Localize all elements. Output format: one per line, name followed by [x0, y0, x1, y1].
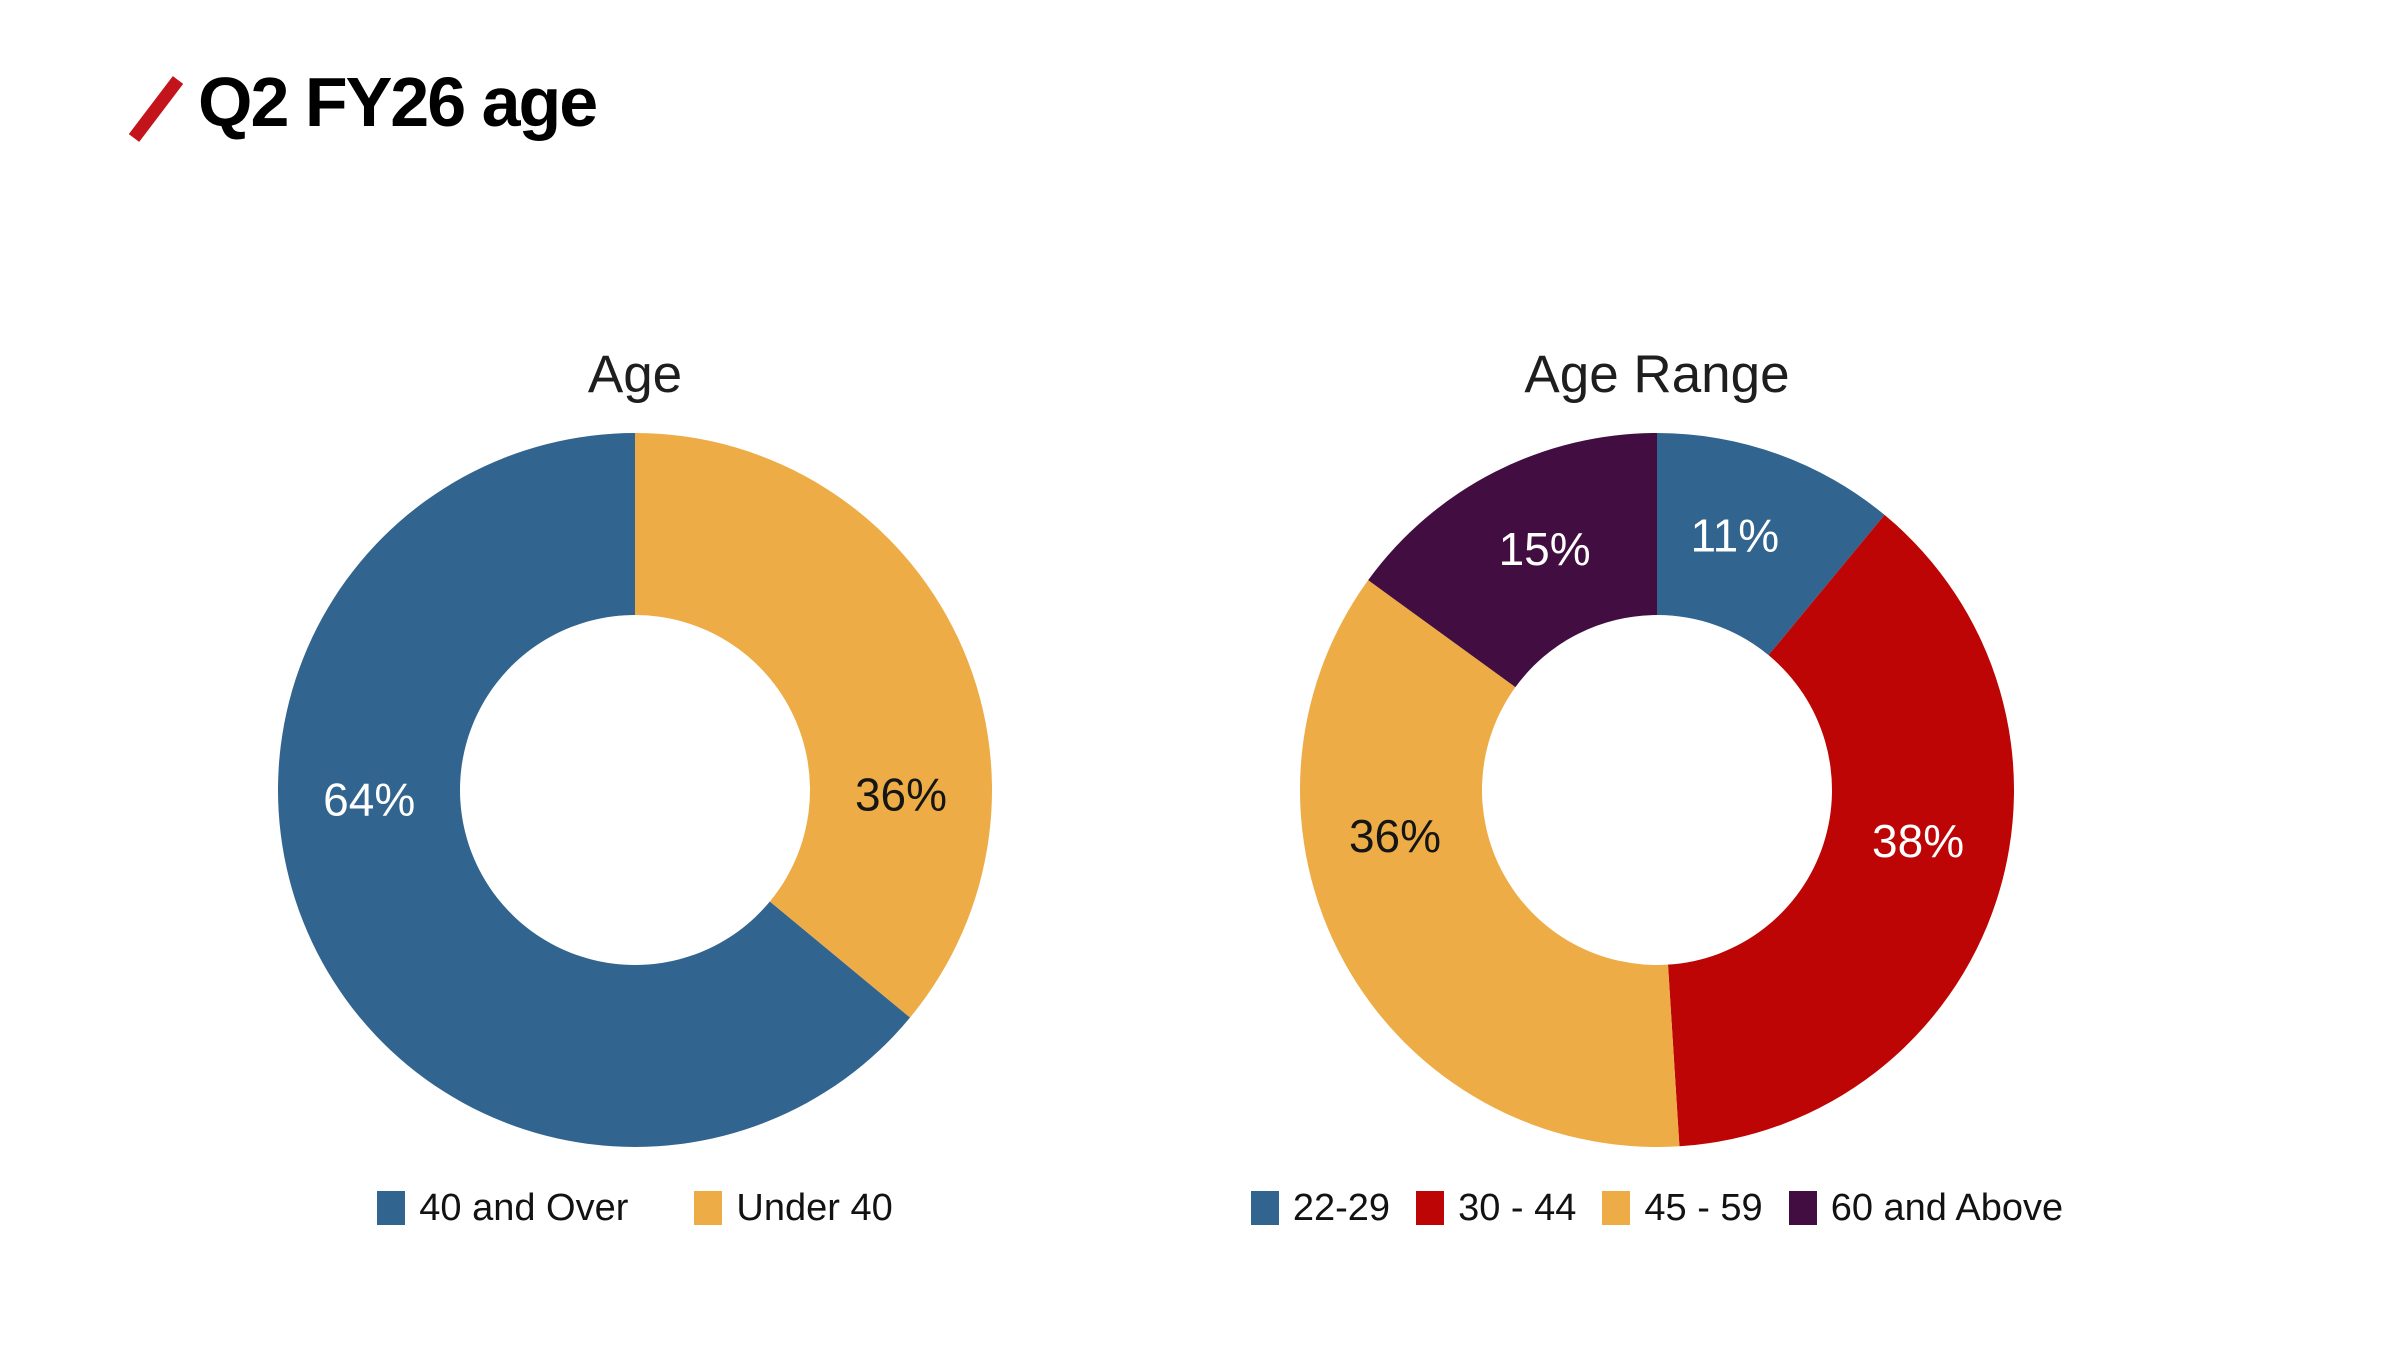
legend-swatch	[694, 1191, 723, 1225]
donut-slice-40-and-over	[278, 433, 911, 1147]
donut-slice-22-29	[1657, 433, 1885, 656]
legend-item-45-59: 45 - 59	[1602, 1186, 1763, 1230]
legend-swatch	[1250, 1191, 1279, 1225]
legend-label: 22-29	[1292, 1187, 1391, 1229]
chart-title: Age	[587, 345, 683, 404]
legend-label: 30 - 44	[1458, 1187, 1577, 1229]
slide-header: Q2 FY26 age	[122, 52, 598, 152]
slice-percent-label: 64%	[323, 773, 415, 825]
donut-slice-under-40	[635, 433, 992, 1018]
legend-label: Under 40	[736, 1187, 893, 1229]
legend-item-40-and-over: 40 and Over	[377, 1186, 628, 1230]
slice-percent-label: 36%	[855, 769, 947, 821]
slide-title: Q2 FY26 age	[198, 63, 598, 141]
donut-chart-svg: 64% 36%	[278, 433, 992, 1147]
legend-swatch	[1788, 1191, 1817, 1225]
chart-legend: 22-29 30 - 44 45 - 59 60 and Above	[1250, 1186, 2064, 1230]
donut-chart-svg: 11% 38% 36% 15%	[1300, 433, 2014, 1147]
chart-title: Age Range	[1524, 345, 1790, 404]
age-donut-chart: Age 64% 36% 40 and Over Under 40	[205, 330, 1065, 1230]
legend-swatch	[1602, 1191, 1631, 1225]
slice-percent-label: 38%	[1872, 815, 1964, 867]
donut-slice-60-and-above	[1368, 433, 1657, 688]
legend-item-60-and-above: 60 and Above	[1788, 1186, 2064, 1230]
slice-percent-label: 36%	[1349, 810, 1441, 862]
legend-swatch	[377, 1191, 406, 1225]
red-slash-icon	[128, 76, 184, 142]
donut-slice-45-59	[1300, 580, 1680, 1147]
legend-label: 45 - 59	[1644, 1187, 1763, 1229]
donut-slice-30-44	[1667, 514, 2014, 1147]
legend-swatch	[1416, 1191, 1445, 1225]
legend-item-22-29: 22-29	[1250, 1186, 1391, 1230]
legend-item-30-44: 30 - 44	[1416, 1186, 1576, 1230]
chart-legend: 40 and Over Under 40	[377, 1186, 893, 1230]
legend-label: 40 and Over	[419, 1187, 629, 1229]
legend-item-under-40: Under 40	[694, 1186, 893, 1230]
legend-label: 60 and Above	[1830, 1187, 2064, 1229]
slice-percent-label: 15%	[1499, 523, 1591, 575]
age-range-donut-chart: Age Range 11% 38% 36% 15% 22-29 30 - 44 45 - …	[1227, 330, 2087, 1230]
slice-percent-label: 11%	[1690, 510, 1779, 562]
